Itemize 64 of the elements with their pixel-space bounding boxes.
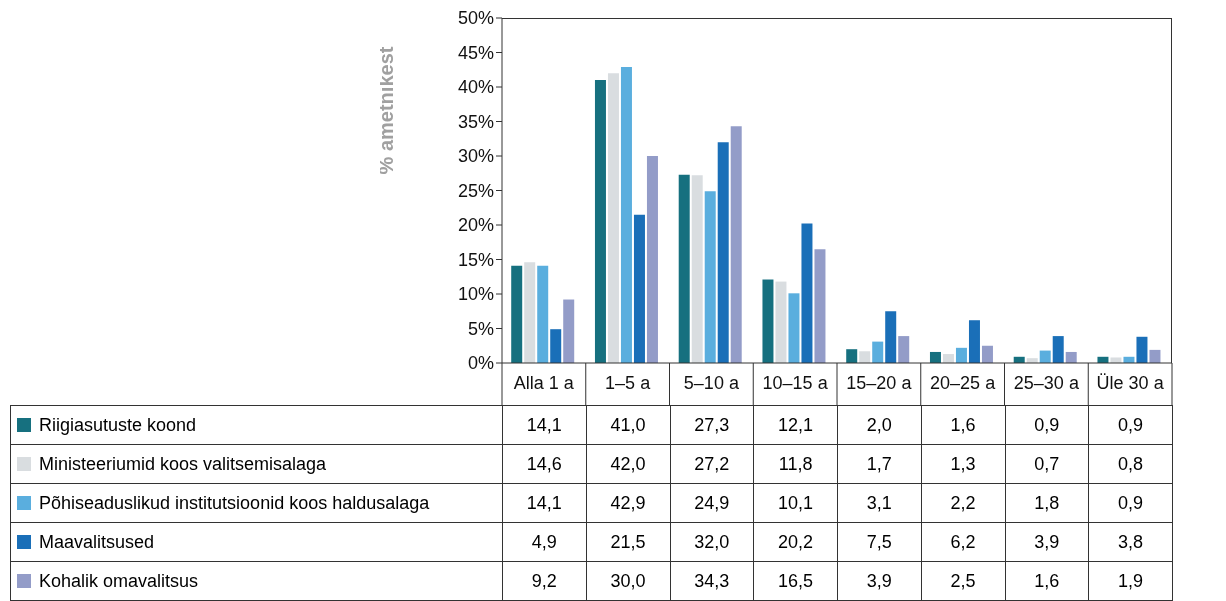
- x-tick-label: 10–15 a: [762, 373, 829, 393]
- data-label: 0,8: [1088, 444, 1173, 484]
- data-label: 42,9: [586, 483, 670, 523]
- data-label: 2,0: [837, 405, 922, 445]
- x-tick-label: 15–20 a: [846, 373, 913, 393]
- y-tick-label: 45%: [457, 42, 494, 63]
- data-label: 34,3: [670, 561, 754, 601]
- y-tick-label: 35%: [457, 111, 494, 132]
- data-label: 9,2: [502, 561, 587, 601]
- y-tick-label: 15%: [457, 249, 494, 270]
- data-label: 24,9: [670, 483, 754, 523]
- x-tick-label: 5–10 a: [683, 373, 740, 393]
- data-label: 27,2: [670, 444, 754, 484]
- y-tick-label: 50%: [457, 8, 494, 29]
- data-label: 6,2: [921, 522, 1005, 562]
- x-tick-label: 1–5 a: [605, 373, 652, 393]
- x-tick-label: Alla 1 a: [513, 373, 575, 393]
- y-tick-label: 30%: [457, 146, 494, 167]
- data-label: 2,2: [921, 483, 1005, 523]
- y-tick-label: 40%: [457, 77, 494, 98]
- data-label: 21,5: [586, 522, 670, 562]
- data-label: 42,0: [586, 444, 670, 484]
- data-label: 14,6: [502, 444, 587, 484]
- data-label: 32,0: [670, 522, 754, 562]
- data-label: 7,5: [837, 522, 922, 562]
- legend-label: Ministeeriumid koos valitsemisalaga: [39, 453, 327, 474]
- data-label: 1,9: [1088, 561, 1173, 601]
- data-label: 11,8: [753, 444, 838, 484]
- y-tick-label: 10%: [457, 284, 494, 305]
- data-label: 30,0: [586, 561, 670, 601]
- data-label: 12,1: [753, 405, 838, 445]
- data-label: 20,2: [753, 522, 838, 562]
- data-label: 1,3: [921, 444, 1005, 484]
- data-label: 4,9: [502, 522, 587, 562]
- data-label: 27,3: [670, 405, 754, 445]
- data-label: 14,1: [502, 405, 587, 445]
- y-tick-label: 0%: [467, 353, 494, 374]
- x-tick-label: Üle 30 a: [1096, 373, 1165, 393]
- data-label: 3,9: [1005, 522, 1089, 562]
- data-label: 10,1: [753, 483, 838, 523]
- x-tick-label: 25–30 a: [1013, 373, 1080, 393]
- data-label: 41,0: [586, 405, 670, 445]
- data-label: 3,9: [837, 561, 922, 601]
- data-label: 2,5: [921, 561, 1005, 601]
- data-label: 16,5: [753, 561, 838, 601]
- legend-label: Riigiasutuste koond: [39, 414, 197, 435]
- x-tick-label: 20–25 a: [930, 373, 997, 393]
- data-label: 3,8: [1088, 522, 1173, 562]
- data-label: 1,6: [921, 405, 1005, 445]
- data-label: 0,7: [1005, 444, 1089, 484]
- legend-label: Maavalitsused: [39, 531, 155, 552]
- y-tick-label: 20%: [457, 215, 494, 236]
- y-tick-label: 5%: [467, 318, 494, 339]
- y-tick-label: 25%: [457, 180, 494, 201]
- data-label: 1,8: [1005, 483, 1089, 523]
- data-label: 0,9: [1088, 405, 1173, 445]
- legend-label: Põhiseaduslikud institutsioonid koos haldusalaga: [39, 492, 430, 513]
- data-label: 14,1: [502, 483, 587, 523]
- data-label: 0,9: [1005, 405, 1089, 445]
- data-label: 0,9: [1088, 483, 1173, 523]
- legend-label: Kohalik omavalitsus: [39, 570, 199, 591]
- data-label: 3,1: [837, 483, 922, 523]
- data-label: 1,6: [1005, 561, 1089, 601]
- data-label: 1,7: [837, 444, 922, 484]
